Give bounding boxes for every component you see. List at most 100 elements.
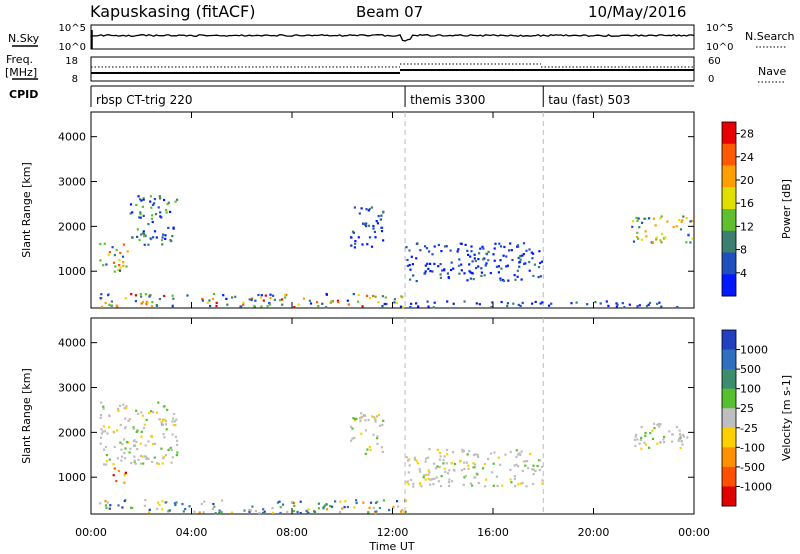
data-point <box>106 432 109 435</box>
data-point <box>120 448 123 451</box>
data-point <box>279 506 282 509</box>
data-point <box>409 278 412 281</box>
data-point <box>365 294 369 297</box>
data-point <box>148 412 151 415</box>
data-point <box>175 418 178 421</box>
data-point <box>381 226 384 229</box>
data-point <box>399 305 403 308</box>
data-point <box>366 448 369 451</box>
data-point <box>409 478 413 482</box>
data-point <box>141 205 144 208</box>
data-point <box>408 264 411 267</box>
data-point <box>214 512 217 515</box>
data-point <box>124 457 127 460</box>
data-point <box>325 508 329 511</box>
data-point <box>621 302 624 305</box>
data-point <box>448 469 451 472</box>
data-point <box>539 459 542 462</box>
data-point <box>357 300 360 303</box>
data-point <box>151 460 154 463</box>
data-point <box>125 407 128 410</box>
freq-left-tick-top: 18 <box>65 56 78 67</box>
data-point <box>110 304 113 307</box>
data-point <box>248 510 251 513</box>
data-point <box>361 243 364 246</box>
data-point <box>515 455 518 458</box>
data-point <box>299 512 302 515</box>
data-point <box>374 418 377 421</box>
data-point <box>308 299 311 302</box>
data-point <box>474 463 477 466</box>
data-point <box>499 277 502 280</box>
data-point <box>508 249 511 252</box>
data-point <box>290 501 294 504</box>
data-point <box>279 511 282 515</box>
data-point <box>147 440 150 443</box>
data-point <box>636 219 639 222</box>
data-point <box>276 501 279 504</box>
data-point <box>123 474 126 477</box>
data-point <box>380 214 383 217</box>
data-point <box>305 509 308 512</box>
data-point <box>292 502 296 505</box>
data-point <box>346 505 349 509</box>
data-point <box>123 499 126 503</box>
data-point <box>215 301 218 304</box>
data-point <box>230 511 234 514</box>
data-point <box>126 250 129 253</box>
data-point <box>368 446 371 449</box>
data-point <box>523 262 526 265</box>
data-point <box>144 455 147 458</box>
data-point <box>466 279 469 282</box>
data-point <box>433 245 436 248</box>
data-point <box>523 460 527 463</box>
data-point <box>144 293 147 296</box>
data-point <box>114 265 117 268</box>
power-y-axis-label: Slant Range [km] <box>20 162 33 258</box>
data-point <box>153 198 156 201</box>
data-point <box>145 303 148 306</box>
power-y-ticks: 1000 2000 3000 4000 <box>58 131 694 278</box>
data-point <box>636 305 639 308</box>
data-point <box>137 458 140 461</box>
data-point <box>526 460 529 463</box>
data-point <box>431 253 434 256</box>
colorbar-segment <box>722 209 736 232</box>
data-point <box>201 299 204 302</box>
colorbar-tick-label: -1000 <box>740 480 772 493</box>
data-point <box>599 302 602 305</box>
data-point <box>157 401 160 404</box>
data-point <box>102 425 106 428</box>
data-point <box>586 303 589 306</box>
data-point <box>337 301 340 304</box>
data-point <box>678 433 682 436</box>
data-point <box>103 463 106 466</box>
data-point <box>377 414 380 417</box>
data-point <box>483 274 486 277</box>
data-point <box>412 482 415 485</box>
data-point <box>514 278 517 281</box>
data-point <box>171 235 174 238</box>
data-point <box>117 268 120 271</box>
data-point <box>118 269 122 272</box>
data-point <box>284 293 287 296</box>
data-point <box>102 407 105 410</box>
data-point <box>473 466 477 469</box>
colorbar-tick-label: 1000 <box>740 344 768 357</box>
data-point <box>647 303 650 306</box>
data-point <box>472 462 475 465</box>
data-point <box>518 452 521 455</box>
data-point <box>373 230 376 233</box>
data-point <box>160 239 164 242</box>
data-point <box>148 294 152 297</box>
data-point <box>441 269 444 272</box>
data-point <box>634 444 637 447</box>
data-point <box>432 483 435 486</box>
data-point <box>467 464 470 467</box>
data-point <box>351 437 354 440</box>
data-point <box>354 419 357 422</box>
data-point <box>105 463 108 466</box>
data-point <box>364 419 367 422</box>
data-point <box>352 417 355 420</box>
data-point <box>463 272 466 275</box>
